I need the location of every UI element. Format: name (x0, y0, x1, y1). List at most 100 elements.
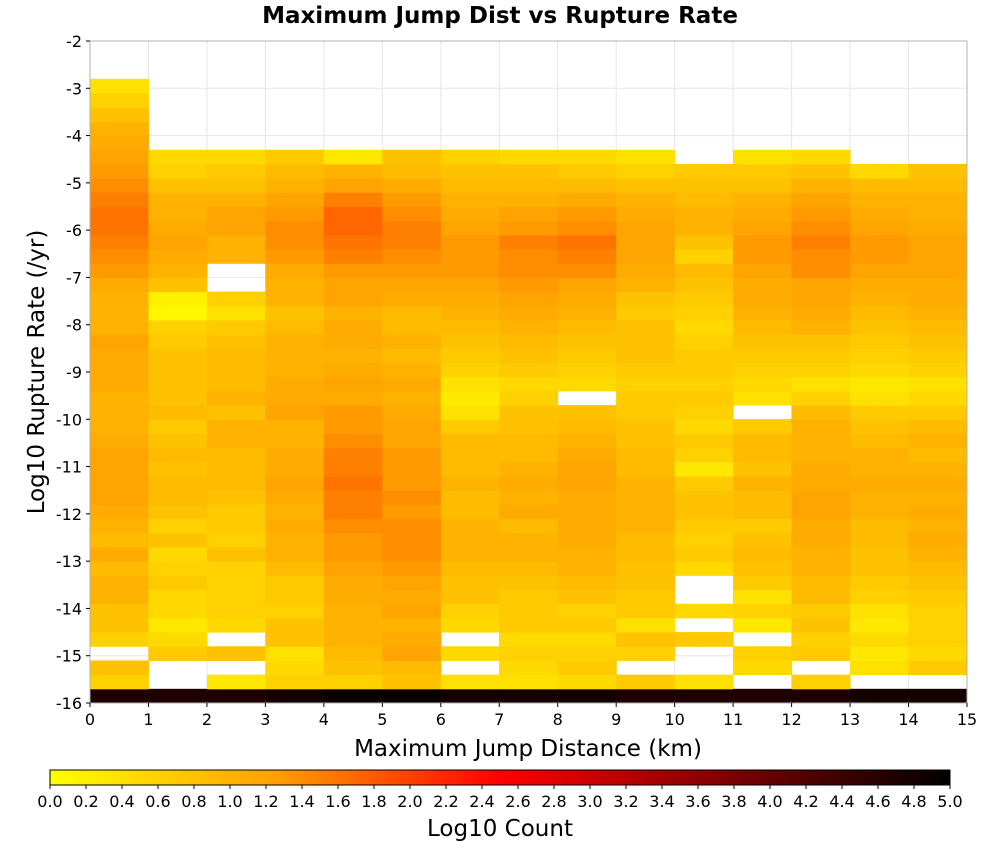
heatmap-cell (265, 149, 325, 165)
heatmap-cell (323, 362, 383, 378)
heatmap-cell (323, 376, 383, 392)
colorbar-tick-label: 3.2 (613, 792, 638, 811)
heatmap-cell (265, 589, 325, 605)
heatmap-cell (206, 376, 266, 392)
heatmap-cell (850, 234, 910, 250)
heatmap-cell (382, 603, 442, 619)
heatmap-cell (733, 461, 793, 477)
heatmap-cell (90, 376, 149, 392)
heatmap-cell (616, 632, 676, 647)
heatmap-cell (733, 376, 793, 392)
heatmap-cell (733, 163, 793, 179)
colorbar-tick-label: 1.0 (217, 792, 242, 811)
heatmap-cell (733, 603, 793, 619)
heatmap-cell (850, 461, 910, 477)
heatmap-cell (90, 532, 149, 548)
heatmap-cell (557, 589, 617, 605)
heatmap-cell (791, 632, 851, 647)
heatmap-cell (908, 603, 968, 619)
heatmap-cell (90, 575, 149, 591)
heatmap-cell (206, 518, 266, 534)
heatmap-cell (323, 234, 383, 250)
heatmap-cell (557, 220, 617, 236)
heatmap-cell (323, 674, 383, 690)
heatmap-cell (499, 461, 559, 477)
heatmap-cell (557, 476, 617, 491)
heatmap-cell (791, 447, 851, 463)
x-tick-label: 5 (377, 710, 387, 729)
heatmap-cell (440, 206, 500, 222)
x-tick-label: 14 (898, 710, 918, 729)
heatmap-cell (148, 688, 208, 704)
heatmap-cell (206, 674, 266, 690)
heatmap-cell (265, 461, 325, 477)
heatmap-cell (908, 632, 968, 647)
heatmap-cell (908, 433, 968, 449)
heatmap-cell (440, 476, 500, 491)
heatmap-cell (733, 178, 793, 193)
heatmap-cell (206, 603, 266, 619)
heatmap-cell (440, 405, 500, 420)
heatmap-cell (850, 433, 910, 449)
colorbar-tick-label: 4.0 (757, 792, 782, 811)
x-tick-label: 3 (260, 710, 270, 729)
heatmap-cell (382, 348, 442, 364)
heatmap-cell (206, 405, 266, 420)
heatmap-cell (557, 617, 617, 633)
heatmap-cell (616, 149, 676, 165)
heatmap-cell (265, 192, 325, 207)
heatmap-cell (791, 390, 851, 406)
heatmap-cell (616, 518, 676, 534)
y-tick-label: -11 (56, 458, 82, 477)
heatmap-cell (148, 277, 208, 293)
heatmap-cell (90, 447, 149, 463)
heatmap-cell (382, 390, 442, 406)
heatmap-cell (206, 646, 266, 661)
heatmap-cell (733, 334, 793, 349)
heatmap-cell (850, 405, 910, 420)
heatmap-cell (323, 603, 383, 619)
heatmap-cell (206, 178, 266, 193)
heatmap-cell (206, 490, 266, 505)
heatmap-cell (908, 192, 968, 207)
heatmap-cell (557, 532, 617, 548)
heatmap-cell (616, 234, 676, 250)
heatmap-cell (674, 504, 734, 520)
heatmap-cell (733, 646, 793, 661)
colorbar-tick-label: 2.4 (469, 792, 494, 811)
heatmap-cell (616, 461, 676, 477)
heatmap-cell (148, 263, 208, 278)
heatmap-cell (206, 249, 266, 264)
heatmap-cell (90, 461, 149, 477)
heatmap-cell (206, 532, 266, 548)
heatmap-cell (90, 178, 149, 193)
heatmap-cell (206, 234, 266, 250)
heatmap-cell (265, 362, 325, 378)
heatmap-cell (323, 461, 383, 477)
heatmap-cell (616, 617, 676, 633)
heatmap-cell (206, 390, 266, 406)
heatmap-cell (265, 476, 325, 491)
heatmap-cell (908, 263, 968, 278)
x-tick-label: 9 (611, 710, 621, 729)
heatmap-cell (850, 348, 910, 364)
heatmap-cell (908, 178, 968, 193)
x-tick-label: 0 (85, 710, 95, 729)
heatmap-cell (850, 617, 910, 633)
heatmap-cell (499, 504, 559, 520)
heatmap-cell (850, 163, 910, 179)
heatmap-cells (90, 78, 968, 704)
heatmap-cell (616, 476, 676, 491)
heatmap-cell (850, 192, 910, 207)
heatmap-cell (382, 277, 442, 293)
heatmap-cell (499, 291, 559, 307)
heatmap-cell (206, 334, 266, 349)
heatmap-cell (382, 433, 442, 449)
heatmap-cell (265, 405, 325, 420)
heatmap-cell (206, 419, 266, 434)
heatmap-cell (557, 362, 617, 378)
heatmap-cell (850, 632, 910, 647)
heatmap-cell (265, 319, 325, 335)
heatmap-cell (323, 617, 383, 633)
heatmap-cell (557, 646, 617, 661)
